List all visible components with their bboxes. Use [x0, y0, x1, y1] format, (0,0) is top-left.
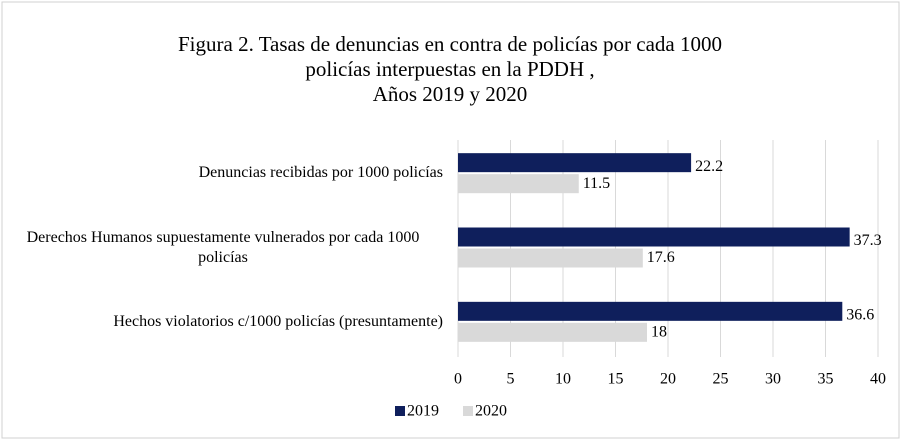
- value-label: 37.3: [854, 232, 882, 249]
- legend-swatch: [463, 406, 473, 416]
- y-tick-label: Denuncias recibidas por 1000 policías: [198, 164, 443, 182]
- chart-title: Figura 2. Tasas de denuncias en contra d…: [178, 32, 722, 56]
- x-tick-label: 0: [454, 371, 462, 388]
- bar: [458, 174, 579, 194]
- y-tick-label: Derechos Humanos supuestamente vulnerado…: [26, 228, 420, 266]
- legend-label: 2019: [407, 403, 439, 420]
- x-tick-label: 25: [713, 371, 729, 388]
- y-tick-label-box: Denuncias recibidas por 1000 policías: [0, 163, 443, 183]
- x-tick-label: 20: [660, 371, 676, 388]
- legend-swatch: [395, 406, 405, 416]
- legend-label: 2020: [475, 403, 507, 420]
- x-tick-label: 40: [870, 371, 886, 388]
- bar: [458, 322, 647, 342]
- x-tick-label: 35: [818, 371, 834, 388]
- y-tick-label-box: Hechos violatorios c/1000 policías (pres…: [0, 312, 443, 332]
- bar: [458, 301, 843, 321]
- x-tick-label: 15: [608, 371, 624, 388]
- chart-title: policías interpuestas en la PDDH ,: [305, 57, 594, 81]
- value-label: 22.2: [695, 158, 723, 175]
- bar: [458, 227, 850, 247]
- x-tick-label: 10: [555, 371, 571, 388]
- y-tick-label-box: Derechos Humanos supuestamente vulnerado…: [0, 228, 443, 268]
- bar: [458, 153, 692, 173]
- value-label: 17.6: [647, 249, 675, 266]
- value-label: 11.5: [583, 175, 610, 192]
- chart-title: Años 2019 y 2020: [373, 82, 528, 106]
- y-tick-label: Hechos violatorios c/1000 policías (pres…: [113, 312, 443, 330]
- x-tick-label: 30: [765, 371, 781, 388]
- value-label: 18: [651, 324, 667, 341]
- bar: [458, 248, 643, 268]
- x-tick-label: 5: [507, 371, 515, 388]
- value-label: 36.6: [846, 307, 874, 324]
